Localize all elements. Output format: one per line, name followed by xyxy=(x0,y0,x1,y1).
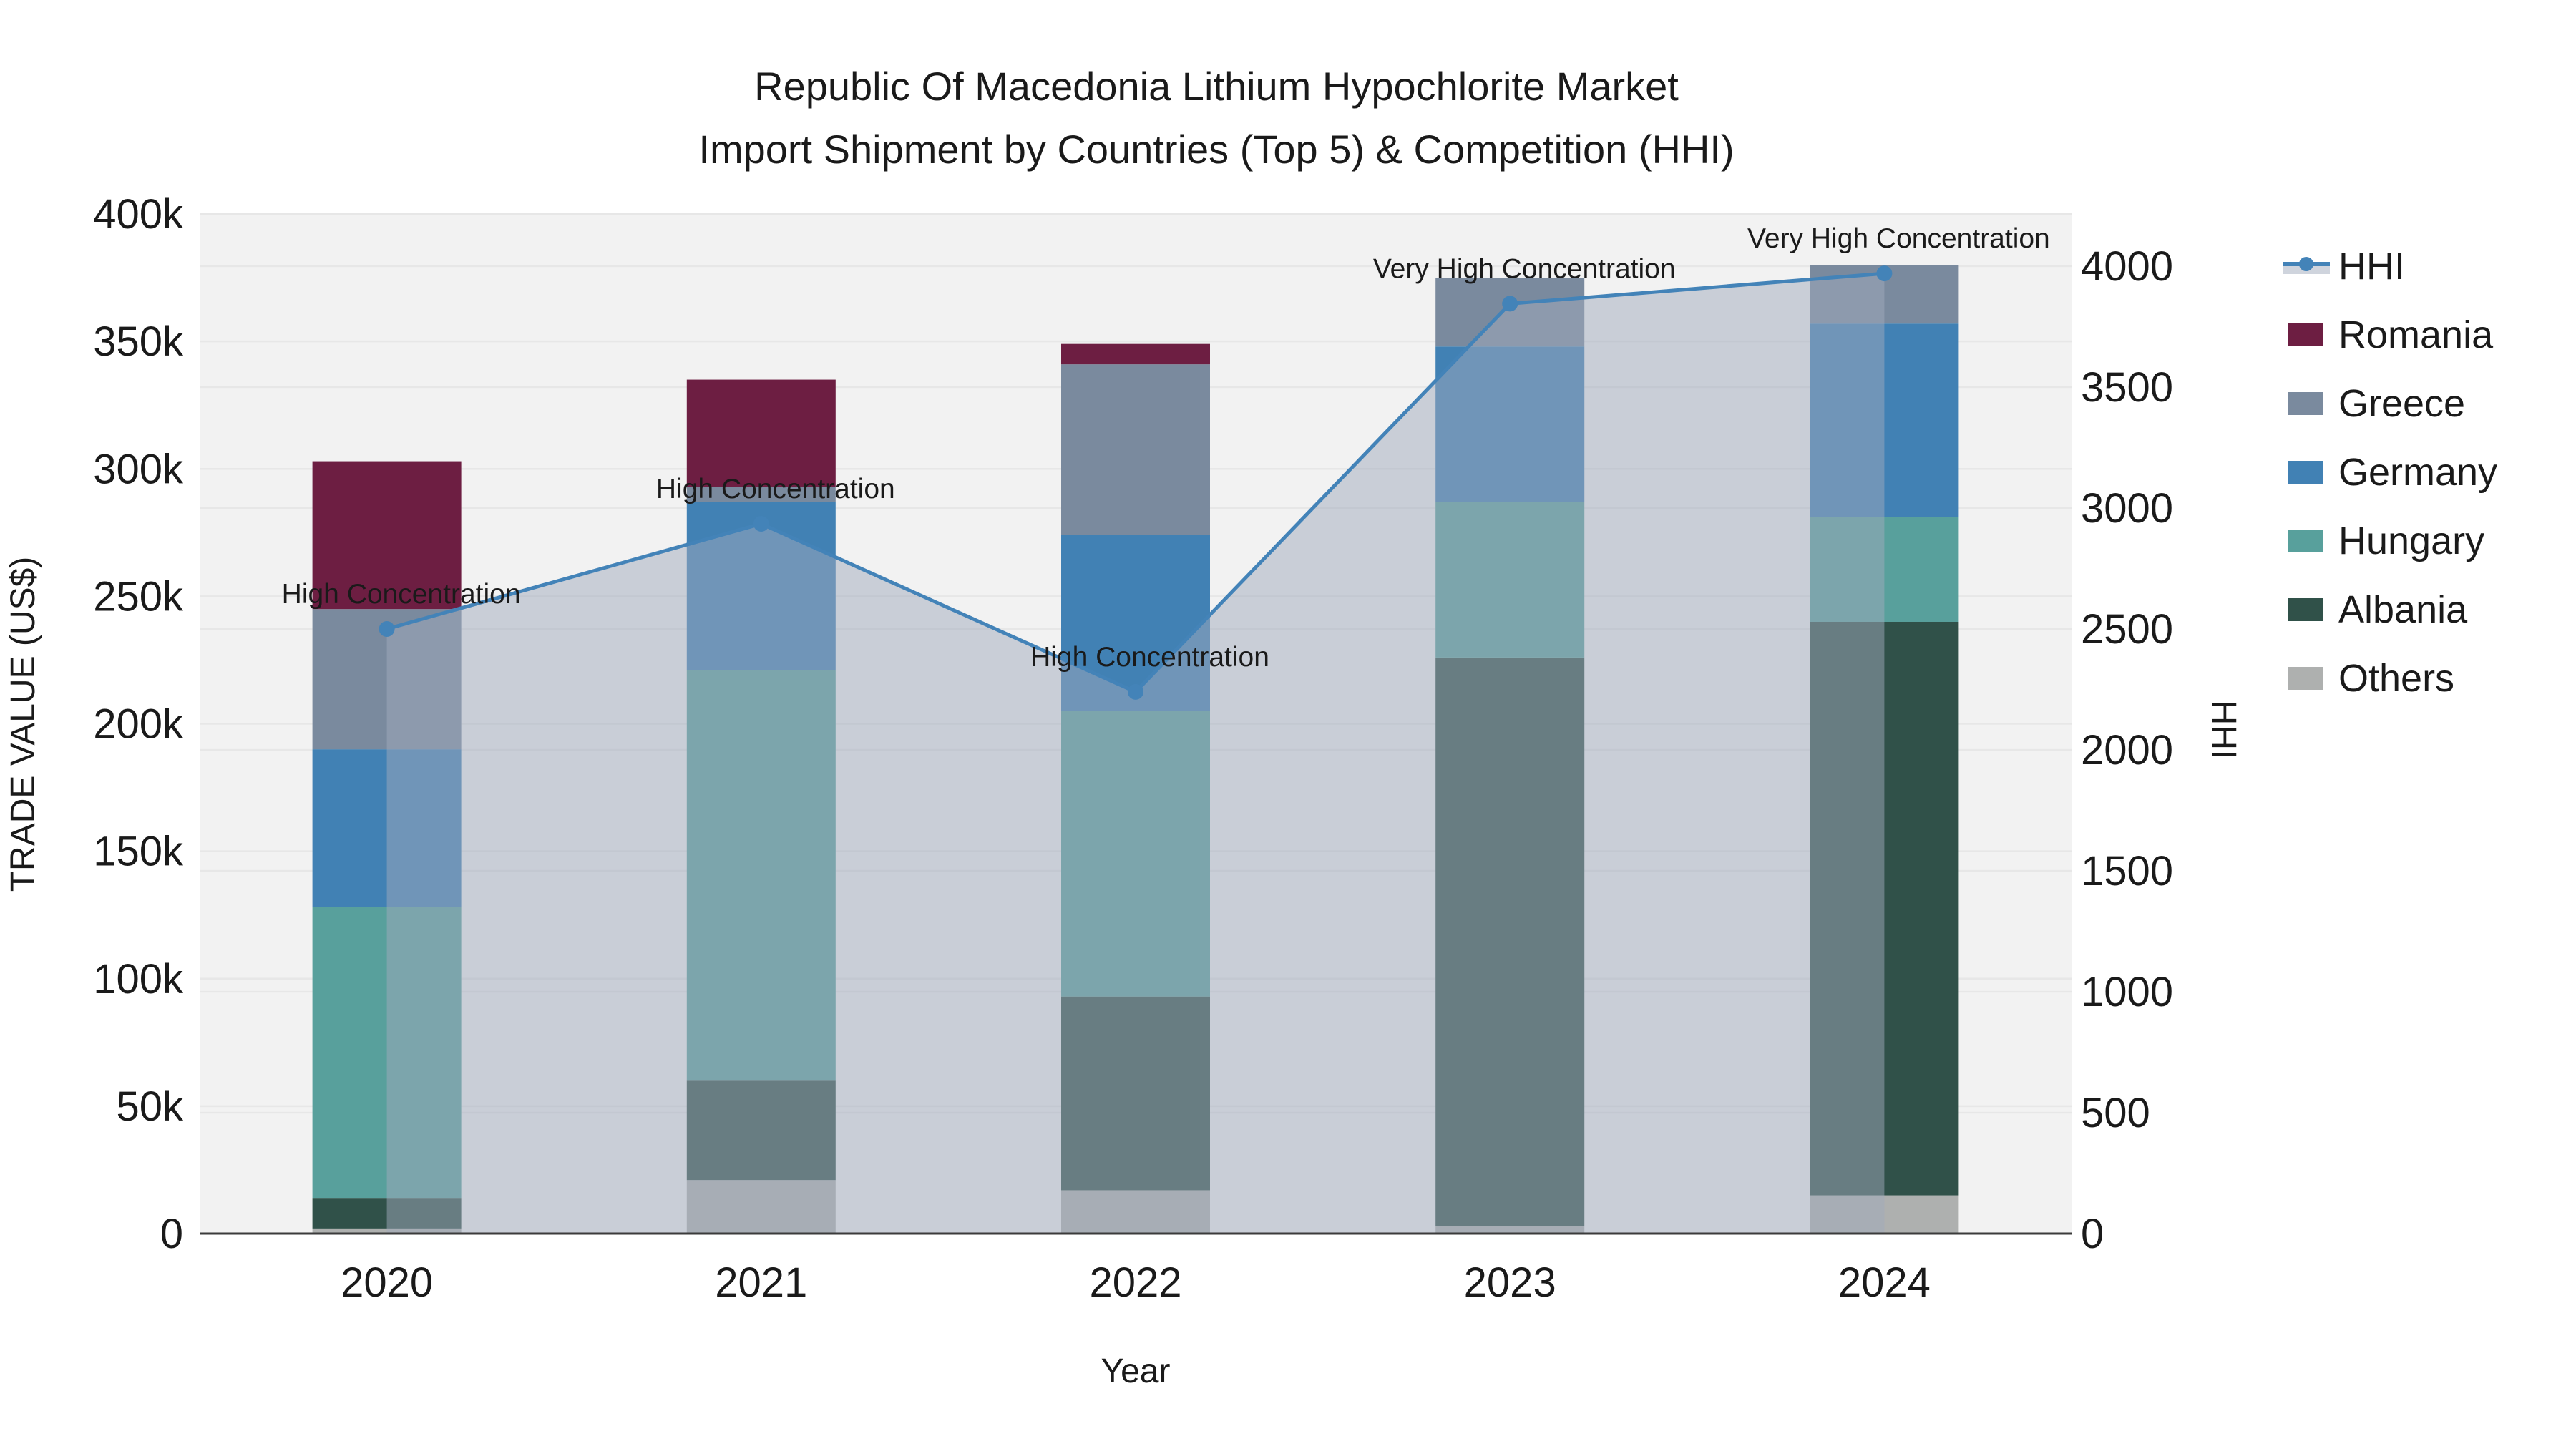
annotation-2024: Very High Concentration xyxy=(1747,223,2050,254)
y-right-tick: 500 xyxy=(2081,1090,2150,1136)
y-left-tick: 250k xyxy=(93,573,184,620)
bar-segment-romania-2021[interactable] xyxy=(686,379,836,487)
legend-label: Hungary xyxy=(2338,519,2484,562)
y-right-tick: 2000 xyxy=(2081,727,2173,774)
legend-item-albania[interactable]: Albania xyxy=(2288,588,2468,631)
y-left-tick: 50k xyxy=(116,1083,184,1130)
bar-segment-romania-2020[interactable] xyxy=(312,461,462,610)
legend-color-swatch xyxy=(2288,667,2323,690)
legend-label: Greece xyxy=(2338,382,2465,425)
hhi-marker-2021[interactable] xyxy=(753,515,769,532)
x-tick-2021: 2021 xyxy=(715,1259,807,1306)
bar-segment-greece-2021[interactable] xyxy=(686,487,836,502)
y-right-tick: 1000 xyxy=(2081,969,2173,1015)
chart-title-line1: Republic Of Macedonia Lithium Hypochlori… xyxy=(754,64,1679,109)
hhi-marker-2020[interactable] xyxy=(379,621,395,638)
y-right-tick: 3500 xyxy=(2081,364,2173,411)
y-right-tick: 3000 xyxy=(2081,485,2173,532)
y-left-tick: 0 xyxy=(160,1211,183,1257)
legend-label: Others xyxy=(2338,657,2454,700)
legend: HHI Romania Greece Germany Hungary Albania Oth… xyxy=(2283,245,2497,700)
x-axis-title: Year xyxy=(1101,1352,1171,1390)
legend-label: Albania xyxy=(2338,588,2468,631)
y-right-tick: 2500 xyxy=(2081,606,2173,653)
legend-item-others[interactable]: Others xyxy=(2288,657,2454,700)
legend-color-swatch xyxy=(2288,323,2323,346)
y-left-axis-title: TRADE VALUE (US$) xyxy=(4,557,42,892)
hhi-marker-2024[interactable] xyxy=(1876,265,1893,282)
y-right-axis-title: HHI xyxy=(2205,701,2243,760)
annotation-2020: High Concentration xyxy=(282,579,521,610)
annotation-2023: Very High Concentration xyxy=(1373,253,1676,284)
y-left-tick: 350k xyxy=(93,318,184,365)
y-left-tick: 300k xyxy=(93,446,184,492)
legend-item-romania[interactable]: Romania xyxy=(2288,313,2494,356)
legend-color-swatch xyxy=(2288,598,2323,621)
plot-area: High Concentration High Concentration High… xyxy=(93,191,2173,1306)
y-right-tick: 4000 xyxy=(2081,243,2173,290)
x-tick-2024: 2024 xyxy=(1838,1259,1931,1306)
y-right-tick: 1500 xyxy=(2081,848,2173,894)
bar-segment-romania-2022[interactable] xyxy=(1061,343,1210,365)
legend-item-greece[interactable]: Greece xyxy=(2288,382,2465,425)
legend-item-hungary[interactable]: Hungary xyxy=(2288,519,2484,562)
y-left-tick: 100k xyxy=(93,956,184,1002)
legend-color-swatch xyxy=(2288,530,2323,552)
y-left-tick: 400k xyxy=(93,191,184,238)
bar-segment-greece-2022[interactable] xyxy=(1061,364,1210,535)
legend-color-swatch xyxy=(2288,392,2323,415)
y-right-tick: 0 xyxy=(2081,1211,2104,1257)
annotation-2021: High Concentration xyxy=(656,474,895,504)
legend-hhi-marker-swatch xyxy=(2299,257,2313,271)
chart-title-line2: Import Shipment by Countries (Top 5) & C… xyxy=(698,127,1734,172)
hhi-marker-2022[interactable] xyxy=(1128,683,1143,700)
x-tick-2022: 2022 xyxy=(1089,1259,1181,1306)
y-left-tick: 200k xyxy=(93,701,184,748)
legend-item-hhi[interactable]: HHI xyxy=(2283,245,2405,288)
annotation-2022: High Concentration xyxy=(1030,642,1269,673)
hhi-area-fill xyxy=(386,273,1885,1234)
legend-color-swatch xyxy=(2288,461,2323,484)
x-tick-2023: 2023 xyxy=(1464,1259,1556,1306)
hhi-marker-2023[interactable] xyxy=(1502,296,1518,312)
legend-item-germany[interactable]: Germany xyxy=(2288,451,2497,494)
x-tick-2020: 2020 xyxy=(341,1259,433,1306)
y-left-tick: 150k xyxy=(93,829,184,875)
legend-label: Germany xyxy=(2338,451,2497,494)
legend-label: HHI xyxy=(2338,245,2405,288)
legend-label: Romania xyxy=(2338,313,2494,356)
